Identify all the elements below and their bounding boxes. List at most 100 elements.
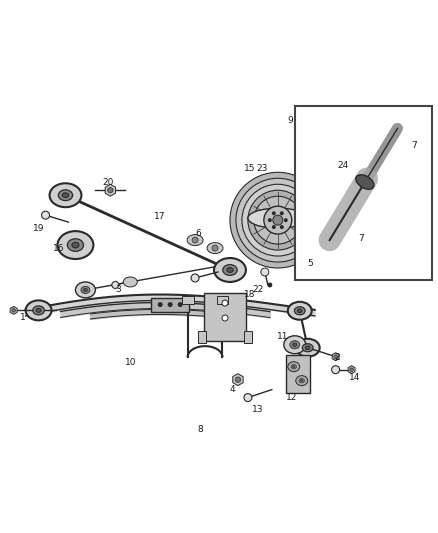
Circle shape bbox=[158, 302, 162, 307]
Circle shape bbox=[273, 215, 283, 225]
Text: 22: 22 bbox=[252, 286, 264, 294]
Circle shape bbox=[268, 218, 272, 222]
Ellipse shape bbox=[207, 243, 223, 254]
Circle shape bbox=[112, 281, 119, 288]
Polygon shape bbox=[332, 353, 339, 361]
Circle shape bbox=[334, 355, 337, 359]
Bar bbox=[198, 331, 206, 343]
Text: 13: 13 bbox=[252, 405, 264, 414]
Text: 7: 7 bbox=[412, 141, 417, 150]
Ellipse shape bbox=[72, 243, 79, 248]
Circle shape bbox=[235, 377, 240, 382]
Text: 3: 3 bbox=[116, 286, 121, 294]
Text: 18: 18 bbox=[244, 290, 256, 300]
Text: 10: 10 bbox=[124, 358, 136, 367]
Ellipse shape bbox=[399, 122, 406, 128]
Circle shape bbox=[254, 196, 302, 244]
Text: 24: 24 bbox=[337, 161, 348, 170]
Bar bbox=[244, 331, 252, 343]
Text: 15: 15 bbox=[244, 164, 256, 173]
Ellipse shape bbox=[291, 365, 297, 369]
Text: 2: 2 bbox=[335, 353, 340, 362]
Ellipse shape bbox=[248, 208, 308, 228]
Circle shape bbox=[339, 236, 344, 240]
Ellipse shape bbox=[81, 286, 90, 294]
Bar bbox=[216, 296, 229, 304]
Bar bbox=[151, 297, 189, 312]
Ellipse shape bbox=[227, 268, 233, 272]
Ellipse shape bbox=[296, 339, 320, 357]
Circle shape bbox=[191, 274, 199, 282]
Ellipse shape bbox=[33, 306, 44, 315]
Ellipse shape bbox=[187, 235, 203, 246]
Circle shape bbox=[248, 190, 308, 250]
Ellipse shape bbox=[57, 231, 93, 259]
Text: 23: 23 bbox=[256, 164, 268, 173]
Ellipse shape bbox=[75, 282, 95, 298]
Ellipse shape bbox=[214, 258, 246, 282]
Circle shape bbox=[222, 300, 228, 306]
Ellipse shape bbox=[323, 240, 331, 246]
Circle shape bbox=[267, 282, 272, 287]
Bar bbox=[182, 296, 194, 304]
Polygon shape bbox=[337, 233, 346, 243]
Ellipse shape bbox=[325, 241, 328, 245]
Circle shape bbox=[244, 393, 252, 401]
Ellipse shape bbox=[288, 362, 300, 372]
Ellipse shape bbox=[49, 183, 81, 207]
Text: 14: 14 bbox=[349, 373, 360, 382]
Polygon shape bbox=[233, 374, 243, 385]
Circle shape bbox=[272, 225, 276, 229]
Circle shape bbox=[212, 245, 218, 251]
Circle shape bbox=[108, 188, 113, 193]
Circle shape bbox=[42, 211, 49, 219]
Ellipse shape bbox=[300, 379, 303, 382]
Circle shape bbox=[12, 309, 15, 312]
Polygon shape bbox=[105, 184, 116, 196]
Circle shape bbox=[280, 211, 284, 215]
Circle shape bbox=[264, 206, 292, 234]
Bar bbox=[295, 106, 432, 280]
Circle shape bbox=[350, 368, 353, 372]
Ellipse shape bbox=[25, 301, 52, 320]
Text: 8: 8 bbox=[197, 425, 203, 434]
Ellipse shape bbox=[318, 236, 336, 250]
Text: 6: 6 bbox=[195, 229, 201, 238]
Bar bbox=[204, 293, 246, 341]
Ellipse shape bbox=[293, 366, 295, 368]
Circle shape bbox=[342, 164, 350, 172]
Circle shape bbox=[261, 268, 269, 276]
Circle shape bbox=[272, 211, 276, 215]
Polygon shape bbox=[10, 306, 17, 314]
Ellipse shape bbox=[67, 239, 84, 252]
Circle shape bbox=[230, 172, 326, 268]
Polygon shape bbox=[348, 366, 355, 374]
Text: 12: 12 bbox=[286, 393, 297, 402]
Text: 19: 19 bbox=[33, 224, 44, 232]
Circle shape bbox=[168, 302, 173, 307]
Ellipse shape bbox=[36, 309, 41, 312]
Ellipse shape bbox=[290, 341, 300, 349]
Text: 11: 11 bbox=[277, 332, 289, 341]
Circle shape bbox=[236, 178, 320, 262]
Ellipse shape bbox=[356, 175, 374, 189]
Circle shape bbox=[280, 225, 284, 229]
Ellipse shape bbox=[294, 306, 305, 315]
Text: 9: 9 bbox=[287, 116, 293, 125]
Text: 20: 20 bbox=[102, 178, 114, 187]
Circle shape bbox=[284, 218, 288, 222]
Text: 5: 5 bbox=[307, 259, 313, 268]
Ellipse shape bbox=[293, 343, 297, 346]
Ellipse shape bbox=[297, 309, 302, 312]
Ellipse shape bbox=[83, 288, 88, 292]
Ellipse shape bbox=[305, 346, 310, 350]
Ellipse shape bbox=[299, 378, 304, 383]
Circle shape bbox=[178, 302, 183, 307]
Ellipse shape bbox=[58, 190, 73, 200]
Circle shape bbox=[242, 184, 314, 256]
Circle shape bbox=[222, 315, 228, 321]
Ellipse shape bbox=[223, 264, 237, 276]
Ellipse shape bbox=[288, 302, 312, 320]
Circle shape bbox=[332, 366, 339, 374]
Text: 16: 16 bbox=[53, 244, 64, 253]
